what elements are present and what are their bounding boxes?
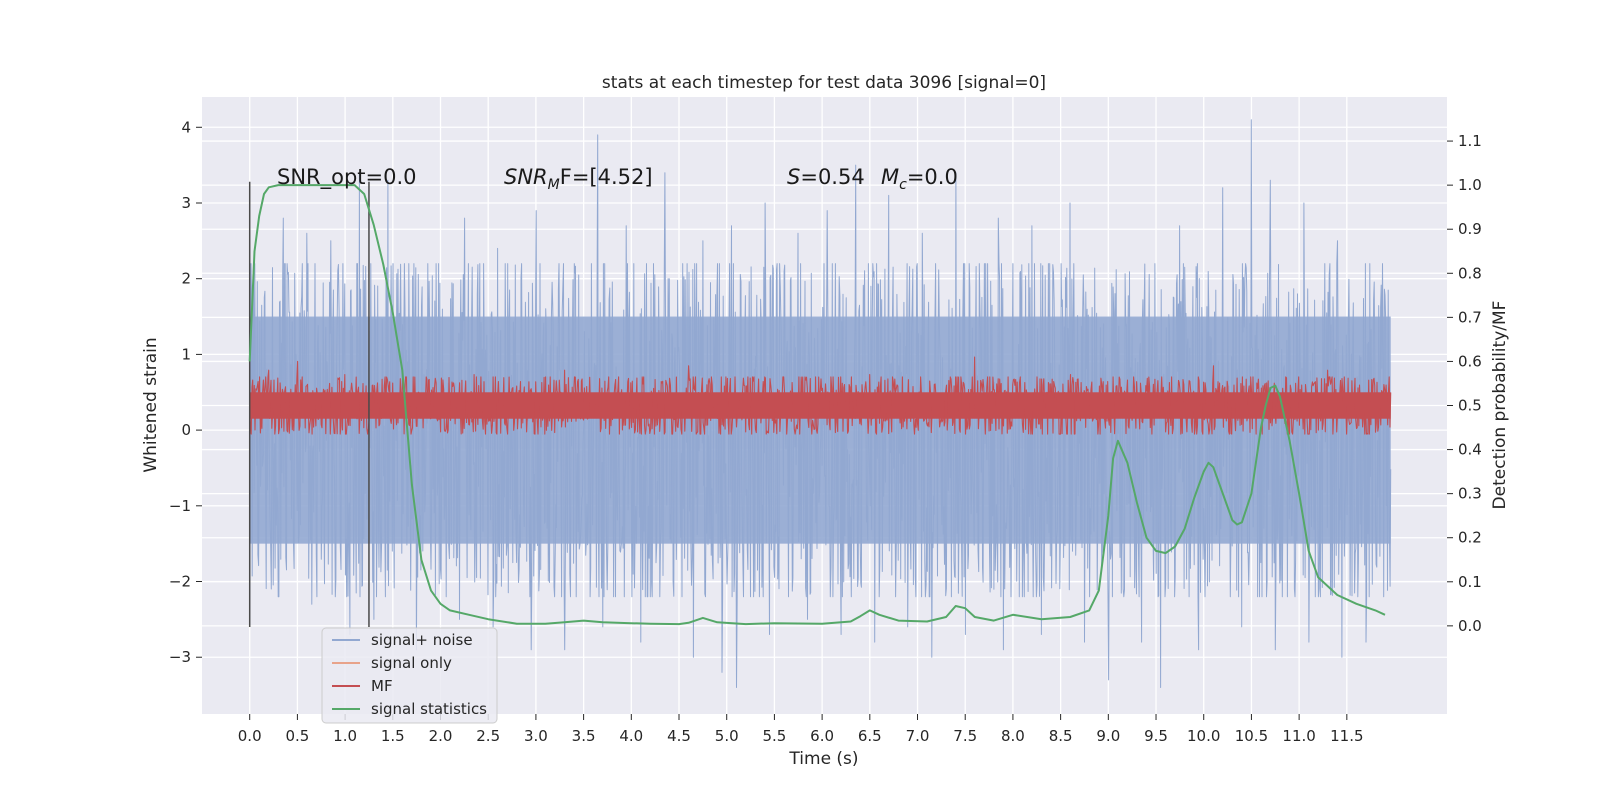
y-left-tick-label: 2 bbox=[181, 270, 191, 288]
chart-title: stats at each timestep for test data 309… bbox=[602, 73, 1046, 93]
y-left-tick-label: 3 bbox=[181, 194, 191, 212]
legend: signal+ noise signal only MF signal stat… bbox=[321, 627, 498, 724]
mc-value: =0.0 bbox=[907, 165, 958, 189]
y-left-tick-labels: −3 −2 −1 0 1 2 3 4 bbox=[169, 118, 202, 666]
y-right-tick-label: 0.3 bbox=[1458, 485, 1482, 503]
x-tick-label: 4.5 bbox=[667, 727, 691, 745]
x-tick-label: 2.5 bbox=[476, 727, 500, 745]
y-left-tick-label: 1 bbox=[181, 345, 191, 363]
y-left-tick-label: −1 bbox=[169, 497, 191, 515]
snr-mf-sub: M bbox=[548, 177, 560, 193]
y-axis-label-left: Whitened strain bbox=[141, 337, 161, 472]
y-right-tick-label: 1.0 bbox=[1458, 176, 1482, 194]
annotation-mc: Mc=0.0 bbox=[881, 165, 958, 193]
x-tick-label: 8.0 bbox=[1001, 727, 1025, 745]
x-tick-label: 3.5 bbox=[572, 727, 596, 745]
y-left-tick-label: −2 bbox=[169, 573, 191, 591]
annotations: SNR_opt=0.0 SNRMF=[4.52] S=0.54 Mc=0.0 bbox=[277, 165, 958, 193]
x-tick-label: 6.0 bbox=[810, 727, 834, 745]
x-axis-label: Time (s) bbox=[788, 749, 858, 769]
y-right-tick-labels: 0.0 0.1 0.2 0.3 0.4 0.5 0.6 0.7 0.8 0.9 1.0 1.1 bbox=[1447, 132, 1482, 635]
y-left-tick-label: 0 bbox=[181, 421, 191, 439]
y-right-tick-label: 0.1 bbox=[1458, 573, 1482, 591]
vertical-markers bbox=[248, 181, 370, 627]
x-tick-label: 5.0 bbox=[715, 727, 739, 745]
snr-mf-suffix: F=[4.52] bbox=[560, 165, 653, 189]
y-left-tick-label: −3 bbox=[169, 648, 191, 666]
x-tick-label: 3.0 bbox=[524, 727, 548, 745]
x-tick-label: 4.0 bbox=[619, 727, 643, 745]
snr-mf-prefix: SNR bbox=[504, 165, 548, 189]
x-tick-label: 1.5 bbox=[381, 727, 405, 745]
annotation-snr-opt: SNR_opt=0.0 bbox=[277, 165, 417, 190]
x-tick-label: 1.0 bbox=[333, 727, 357, 745]
x-tick-label: 7.0 bbox=[906, 727, 930, 745]
x-tick-label: 0.5 bbox=[285, 727, 309, 745]
y-right-tick-label: 0.0 bbox=[1458, 617, 1482, 635]
noise-trace bbox=[249, 119, 1392, 688]
annotation-s: S=0.54 bbox=[787, 165, 865, 189]
x-tick-label: 10.0 bbox=[1187, 727, 1220, 745]
legend-label-signal-only: signal only bbox=[371, 654, 452, 672]
y-right-tick-label: 1.1 bbox=[1458, 132, 1482, 150]
x-tick-label: 10.5 bbox=[1235, 727, 1268, 745]
x-tick-label: 6.5 bbox=[858, 727, 882, 745]
y-right-tick-label: 0.4 bbox=[1458, 441, 1482, 459]
y-left-tick-label: 4 bbox=[181, 118, 191, 136]
y-right-tick-label: 0.6 bbox=[1458, 352, 1482, 370]
signal-statistics-line bbox=[248, 184, 1386, 626]
y-right-tick-label: 0.8 bbox=[1458, 264, 1482, 282]
y-right-tick-label: 0.2 bbox=[1458, 529, 1482, 547]
x-tick-label: 11.0 bbox=[1282, 727, 1315, 745]
mf-trace bbox=[249, 356, 1392, 435]
y-right-tick-label: 0.7 bbox=[1458, 308, 1482, 326]
mc-sub: c bbox=[899, 177, 907, 193]
s-value: =0.54 bbox=[800, 165, 864, 189]
legend-label-signal-statistics: signal statistics bbox=[371, 700, 487, 718]
annotation-snr-mf: SNRMF=[4.52] bbox=[504, 165, 653, 193]
legend-label-signal-noise: signal+ noise bbox=[371, 631, 473, 649]
x-tick-labels: 0.0 0.5 1.0 1.5 2.0 2.5 3.0 3.5 4.0 4.5 5.0 5.5 6.0 6… bbox=[238, 714, 1364, 745]
x-tick-label: 2.0 bbox=[429, 727, 453, 745]
y-axis-label-right: Detection probability/MF bbox=[1490, 301, 1510, 510]
x-tick-label: 9.0 bbox=[1096, 727, 1120, 745]
x-tick-label: 0.0 bbox=[238, 727, 262, 745]
series-mf bbox=[249, 356, 1392, 435]
x-tick-label: 9.5 bbox=[1144, 727, 1168, 745]
y-right-tick-label: 0.9 bbox=[1458, 220, 1482, 238]
legend-label-mf: MF bbox=[371, 677, 393, 695]
y-right-tick-label: 0.5 bbox=[1458, 397, 1482, 415]
series-signal-statistics bbox=[248, 184, 1386, 626]
s-label: S bbox=[787, 165, 800, 189]
x-tick-label: 8.5 bbox=[1049, 727, 1073, 745]
x-tick-label: 5.5 bbox=[762, 727, 786, 745]
x-tick-label: 11.5 bbox=[1330, 727, 1363, 745]
legend-box bbox=[321, 627, 498, 724]
mc-label: M bbox=[881, 165, 899, 189]
x-tick-label: 7.5 bbox=[953, 727, 977, 745]
series-signal-noise bbox=[249, 119, 1392, 688]
